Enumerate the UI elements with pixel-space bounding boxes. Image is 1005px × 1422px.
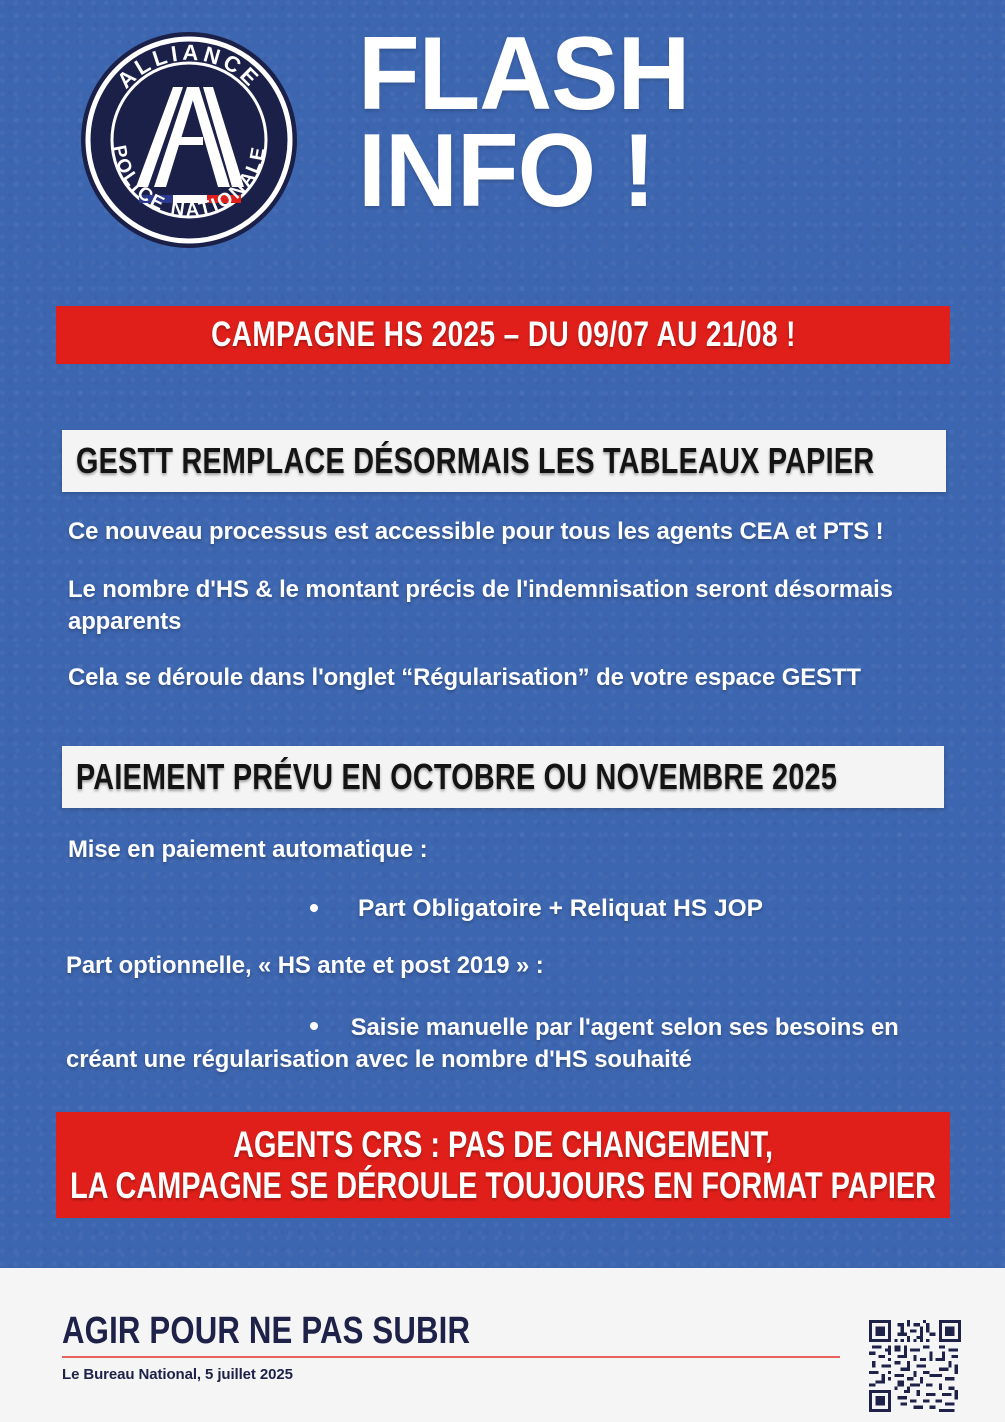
list-item-saisie-manuelle-label: Saisie manuelle par l'agent selon ses be…	[66, 1014, 899, 1073]
list-item-saisie-manuelle: Saisie manuelle par l'agent selon ses be…	[66, 1012, 948, 1076]
poster-footer: AGIR POUR NE PAS SUBIR Le Bureau Nationa…	[0, 1268, 1005, 1422]
footer-slogan: AGIR POUR NE PAS SUBIR	[62, 1310, 471, 1352]
paragraph-processus: Ce nouveau processus est accessible pour…	[68, 518, 884, 545]
footer-signature: Le Bureau National, 5 juillet 2025	[62, 1366, 293, 1383]
poster-header: ALLIANCE POLICE NATIONALE FLASH INFO !	[0, 0, 1005, 282]
alliance-police-nationale-logo-icon: ALLIANCE POLICE NATIONALE	[78, 29, 300, 251]
qr-code-icon[interactable]	[869, 1320, 961, 1412]
crs-banner-line2: LA CAMPAGNE SE DÉROULE TOUJOURS EN FORMA…	[70, 1165, 936, 1206]
paragraph-onglet-regularisation: Cela se déroule dans l'onglet “Régularis…	[68, 664, 861, 691]
crs-banner: AGENTS CRS : PAS DE CHANGEMENT, LA CAMPA…	[56, 1112, 950, 1218]
section-heading-gestt: GESTT REMPLACE DÉSORMAIS LES TABLEAUX PA…	[62, 430, 946, 492]
list-item-part-obligatoire: Part Obligatoire + Reliquat HS JOP	[310, 893, 763, 925]
campaign-banner: CAMPAGNE HS 2025 – DU 09/07 AU 21/08 !	[56, 306, 950, 364]
section-heading-paiement-label: PAIEMENT PRÉVU EN OCTOBRE OU NOVEMBRE 20…	[76, 756, 838, 797]
paragraph-mise-en-paiement: Mise en paiement automatique :	[68, 836, 428, 863]
section-heading-paiement: PAIEMENT PRÉVU EN OCTOBRE OU NOVEMBRE 20…	[62, 746, 944, 808]
bullet-dot-icon	[310, 903, 318, 912]
footer-divider	[62, 1356, 840, 1358]
bullet-dot-icon	[310, 1022, 318, 1030]
campaign-banner-label: CAMPAGNE HS 2025 – DU 09/07 AU 21/08 !	[210, 315, 796, 354]
crs-banner-line1: AGENTS CRS : PAS DE CHANGEMENT,	[233, 1123, 773, 1165]
paragraph-nombre-hs: Le nombre d'HS & le montant précis de l'…	[68, 576, 893, 635]
section-heading-gestt-label: GESTT REMPLACE DÉSORMAIS LES TABLEAUX PA…	[76, 440, 875, 481]
page-title: FLASH INFO !	[358, 16, 690, 229]
list-item-part-obligatoire-label: Part Obligatoire + Reliquat HS JOP	[358, 895, 764, 922]
paragraph-part-optionnelle: Part optionnelle, « HS ante et post 2019…	[66, 952, 544, 979]
